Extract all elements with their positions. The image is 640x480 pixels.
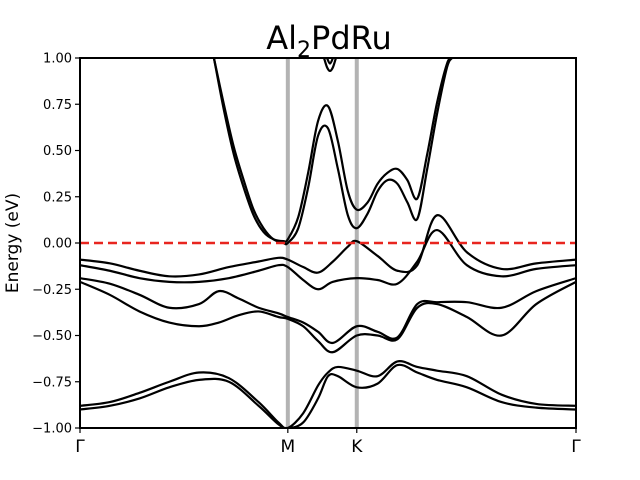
band-line-5 bbox=[80, 228, 576, 291]
kpoint-label-3: Γ bbox=[571, 437, 581, 457]
y-tick-label-0: −1.00 bbox=[32, 422, 72, 437]
y-tick-label-6: 0.50 bbox=[43, 144, 72, 159]
y-tick-label-5: 0.25 bbox=[43, 190, 72, 205]
chart-title-main: Al bbox=[266, 19, 297, 57]
y-tick-label-8: 1.00 bbox=[43, 52, 72, 67]
y-tick-label-1: −0.75 bbox=[32, 375, 72, 390]
y-tick-label-4: 0.00 bbox=[43, 237, 72, 252]
band-line-7 bbox=[212, 58, 454, 246]
band-line-1 bbox=[80, 360, 576, 428]
kpoint-label-0: Γ bbox=[75, 437, 85, 457]
y-axis-ticks: −1.00 −0.75 −0.50 −0.25 0.00 0.25 0.50 0.75 1.00 bbox=[32, 52, 80, 437]
y-tick-label-2: −0.50 bbox=[32, 329, 72, 344]
y-tick-label-3: −0.25 bbox=[32, 283, 72, 298]
band-line-4 bbox=[80, 277, 576, 345]
band-line-2 bbox=[80, 363, 576, 428]
band-line-9 bbox=[322, 58, 338, 73]
chart-title-subscript: 2 bbox=[297, 38, 311, 63]
y-axis-label: Energy (eV) bbox=[3, 193, 23, 293]
band-line-8 bbox=[212, 58, 454, 243]
chart-title-rest: PdRu bbox=[311, 19, 392, 57]
band-line-10 bbox=[325, 58, 335, 65]
y-tick-label-7: 0.75 bbox=[43, 98, 72, 113]
kpoint-label-2: K bbox=[351, 437, 363, 457]
band-line-6 bbox=[80, 214, 576, 278]
chart-title: Al2PdRu bbox=[266, 19, 391, 63]
band-lines bbox=[80, 58, 576, 428]
band-line-3 bbox=[80, 280, 576, 354]
kpoint-label-1: M bbox=[280, 437, 295, 457]
